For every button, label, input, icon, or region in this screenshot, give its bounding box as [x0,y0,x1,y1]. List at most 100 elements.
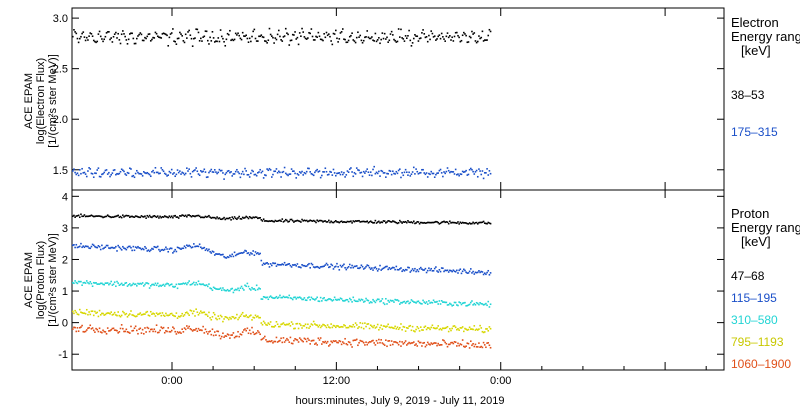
data-point [328,173,330,176]
data-point [187,281,189,284]
data-point [482,273,485,276]
data-point [460,222,463,225]
data-point [334,174,337,177]
data-point [467,272,470,274]
data-point [415,343,417,345]
data-point [336,37,338,40]
data-point [173,215,175,217]
data-point [125,174,128,176]
data-point [394,39,396,42]
data-point [400,267,402,269]
data-point [252,250,254,252]
data-point [208,331,210,333]
data-point [446,167,449,169]
data-point [200,329,202,331]
data-point [365,170,367,173]
data-point [186,37,188,39]
data-point [99,176,102,178]
data-point [383,220,386,222]
y-tick-label: 1.5 [53,165,68,177]
data-point [331,341,334,344]
data-point [241,31,244,34]
data-point [253,288,256,290]
data-point [253,333,256,336]
data-point [352,39,355,41]
data-point [179,31,181,34]
data-point [375,268,378,270]
data-point [170,168,173,171]
data-point [319,38,322,41]
data-point [129,33,131,35]
data-point [160,285,163,287]
data-point [95,327,97,330]
data-point [298,220,301,223]
data-point [166,314,168,317]
data-point [204,328,207,331]
data-point [152,215,154,218]
data-point [324,36,327,39]
data-point [323,171,325,173]
data-point [237,32,239,35]
data-point [195,167,197,169]
data-point [168,330,171,333]
data-point [314,171,316,174]
data-point [173,315,175,317]
data-point [337,265,339,268]
data-point [476,302,479,305]
data-point [375,299,378,302]
data-point [460,39,463,42]
data-point [454,168,457,171]
data-point [312,339,315,342]
data-point [331,221,334,224]
data-point [392,266,394,269]
data-point [322,171,324,173]
data-point [88,282,90,285]
data-point [343,171,345,174]
data-point [182,315,185,317]
data-point [323,265,325,267]
data-point [291,342,294,345]
data-point [140,215,143,217]
data-point [287,296,289,299]
data-point [380,169,382,172]
data-point [372,326,374,329]
data-point [236,253,238,256]
data-point [170,329,173,332]
data-point [468,222,471,224]
data-point [218,288,221,290]
data-point [220,35,223,38]
data-point [136,215,138,218]
data-point [202,247,204,249]
data-point [119,215,122,218]
data-point [87,39,89,41]
data-point [262,177,265,179]
data-point [409,324,412,327]
data-point [463,31,465,34]
data-point [84,215,87,218]
data-point [246,327,249,330]
data-point [105,282,108,284]
data-point [205,313,208,316]
data-point [134,315,137,318]
data-point [95,215,97,217]
data-point [126,171,129,174]
data-point [456,31,458,34]
data-point [472,221,474,224]
data-point [236,34,238,36]
data-point [382,172,385,174]
data-point [478,168,480,170]
data-point [225,217,228,220]
data-point [224,218,227,221]
data-point [485,39,487,41]
data-point [297,327,300,330]
data-point [325,170,328,173]
data-point [236,313,238,316]
data-point [174,285,177,288]
data-point [129,216,131,219]
data-point [403,171,406,174]
data-point [316,36,318,38]
data-point [248,37,251,40]
data-point [294,327,296,330]
data-point [184,246,187,249]
data-point [77,330,80,332]
